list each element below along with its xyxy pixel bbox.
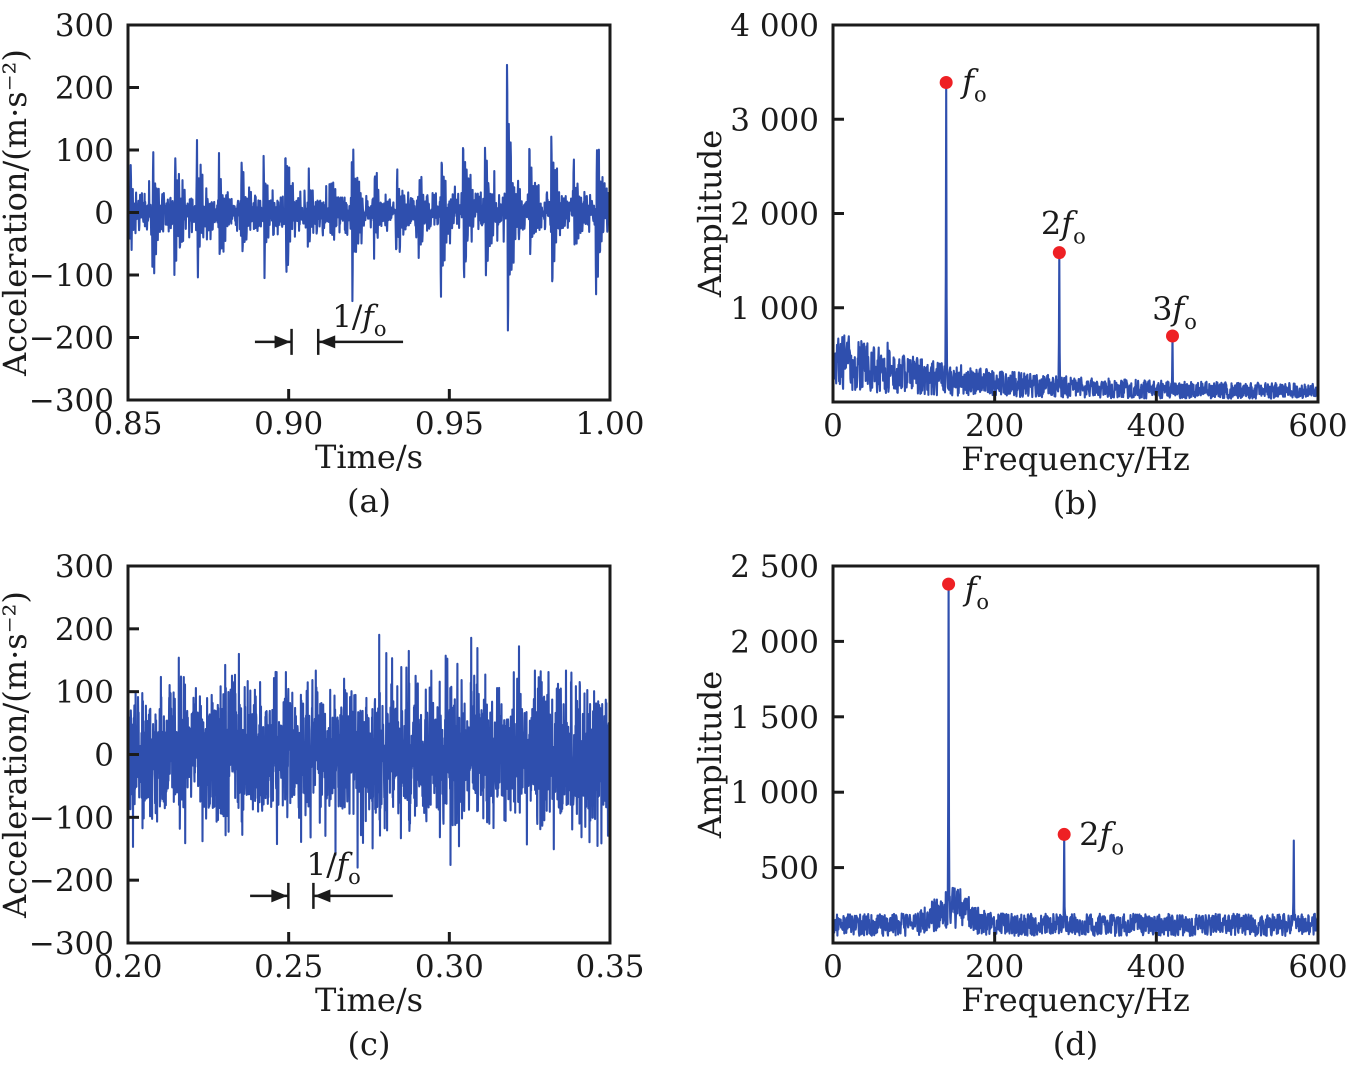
y-tick-label: 0	[94, 196, 114, 232]
peak-label-coef: 3	[1152, 290, 1172, 328]
annotation-label: 1/fo	[306, 847, 360, 889]
arrowhead-right-icon	[271, 889, 288, 903]
y-tick-label: 2 500	[730, 549, 819, 585]
y-axis-label: Amplitude	[691, 130, 729, 298]
peak-label: 3fo	[1152, 290, 1197, 334]
x-axis-label: Frequency/Hz	[961, 981, 1190, 1019]
peak-label-subscript: o	[1184, 310, 1197, 334]
x-tick-label: 0.30	[415, 949, 484, 985]
x-tick-label: 0.90	[254, 406, 323, 442]
peak-label: 2fo	[1041, 205, 1086, 249]
y-tick-label: 200	[55, 71, 114, 107]
y-tick-label: 2 000	[730, 624, 819, 660]
panel-b-frame	[831, 23, 1320, 404]
panel-letter: (d)	[1053, 1025, 1098, 1063]
y-tick-label: 3 000	[730, 102, 819, 138]
y-tick-label: −200	[29, 863, 114, 899]
y-tick-label: 1 000	[730, 291, 819, 327]
y-tick-label: −300	[29, 383, 114, 419]
peak-label-coef: 2	[1079, 815, 1099, 853]
x-tick-label: 1.00	[575, 406, 644, 442]
y-tick-label: −100	[29, 800, 114, 836]
x-tick-label: 0	[823, 949, 843, 985]
panel-letter: (a)	[347, 482, 391, 520]
x-tick-label: 600	[1288, 949, 1347, 985]
peak-label-subscript: o	[1111, 835, 1124, 859]
y-tick-label: 4 000	[730, 8, 819, 44]
peak-marker-icon	[939, 75, 953, 89]
x-tick-label: 0	[823, 408, 843, 444]
x-tick-label: 200	[965, 949, 1024, 985]
y-tick-label: 1 500	[730, 700, 819, 736]
x-tick-label: 200	[965, 408, 1024, 444]
arrowhead-left-icon	[314, 889, 331, 903]
y-tick-label: 1 000	[730, 775, 819, 811]
x-axis-label: Time/s	[315, 981, 423, 1019]
panel-a-series	[126, 63, 612, 332]
panel-b: 0 200 400 600 1 000 2 000 3 000 4 000 Frequency/…	[691, 8, 1348, 522]
peak-label: fo	[960, 62, 987, 106]
annotation-label: 1/fo	[332, 299, 386, 341]
y-tick-label: −100	[29, 258, 114, 294]
panel-c: 0.20 0.25 0.30 0.35 300 200 100 0 −100 −200 −300 Ti…	[0, 549, 645, 1063]
panel-d: 0 200 400 600 500 1 000 1 500 2 000 2 500 Frequen…	[691, 549, 1348, 1063]
x-tick-label: 600	[1288, 408, 1347, 444]
panel-d-series	[831, 583, 1320, 938]
peak-label-subscript: o	[1073, 225, 1086, 249]
annotation-prefix: 1/	[332, 299, 363, 335]
peak-label: fo	[963, 570, 990, 614]
annotation-subscript: o	[374, 317, 387, 341]
y-tick-label: 500	[760, 851, 819, 887]
y-tick-label: 300	[55, 8, 114, 44]
arrowhead-right-icon	[274, 335, 291, 349]
peak-label: 2fo	[1079, 815, 1124, 859]
x-tick-label: 0.25	[254, 949, 323, 985]
y-tick-label: 0	[94, 738, 114, 774]
panel-letter: (c)	[348, 1025, 391, 1063]
y-tick-label: 100	[55, 133, 114, 169]
panel-d-frame	[831, 564, 1320, 945]
y-tick-label: −200	[29, 321, 114, 357]
y-tick-label: 2 000	[730, 197, 819, 233]
x-tick-label: 0.95	[415, 406, 484, 442]
y-axis-label: Acceleration/(m·s⁻²)	[0, 49, 34, 377]
x-axis-label: Frequency/Hz	[961, 440, 1190, 478]
y-tick-label: −300	[29, 926, 114, 962]
panel-letter: (b)	[1053, 484, 1098, 522]
peak-marker-icon	[1057, 827, 1071, 841]
peak-label-subscript: o	[974, 82, 987, 106]
x-tick-label: 0.35	[575, 949, 644, 985]
peak-label-coef: 2	[1041, 205, 1061, 243]
annotation-subscript: o	[348, 865, 361, 889]
arrowhead-left-icon	[319, 335, 336, 349]
panel-b-series	[831, 81, 1320, 400]
x-tick-label: 0.85	[93, 406, 162, 442]
peak-marker-icon	[1166, 329, 1179, 343]
peak-marker-icon	[942, 577, 956, 591]
panel-c-series	[126, 633, 612, 869]
y-tick-label: 200	[55, 612, 114, 648]
y-tick-label: 300	[55, 549, 114, 585]
peak-marker-icon	[1052, 246, 1066, 260]
y-tick-label: 100	[55, 675, 114, 711]
x-axis-label: Time/s	[315, 438, 423, 476]
panel-a: 0.85 0.90 0.95 1.00 300 200 100 0 −100 −200 −300 Ti…	[0, 8, 645, 520]
y-axis-label: Amplitude	[691, 671, 729, 839]
annotation-prefix: 1/	[306, 847, 337, 883]
x-tick-label: 400	[1127, 408, 1186, 444]
x-tick-label: 400	[1127, 949, 1186, 985]
peak-label-subscript: o	[976, 590, 989, 614]
x-tick-label: 0.20	[93, 949, 162, 985]
y-axis-label: Acceleration/(m·s⁻²)	[0, 591, 34, 919]
